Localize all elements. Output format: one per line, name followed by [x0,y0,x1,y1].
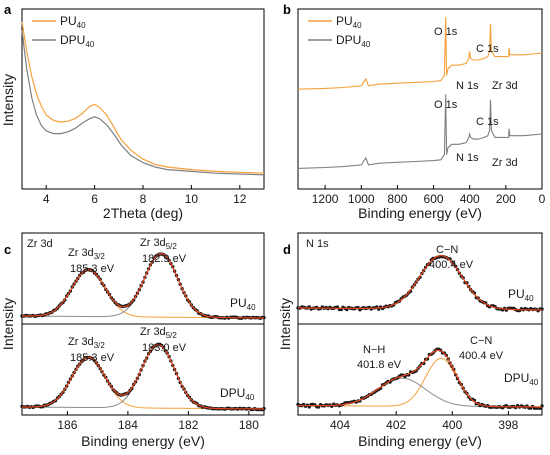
x-tick-label-b: 400 [460,192,480,206]
panel-a-series [21,21,265,176]
d-bot-peak1-label: N−H [363,344,385,356]
ann-c1s-pu: C 1s [476,43,499,55]
x-tick-label-a: 6 [91,192,98,206]
panel-a-ticks: 4 6 8 10 12 [43,185,247,206]
fit-envelope-c [22,252,264,319]
panel-d-ylabel: Intensity [277,298,293,350]
fit-envelope-c [22,343,264,410]
legend-dpu-label: DPU40 [336,33,371,49]
panel-c-xlabel: Binding energy (eV) [81,433,205,449]
d-bot-sample: DPU40 [504,371,539,387]
legend-dpu-label: DPU40 [60,33,95,49]
x-tick-label-d: 402 [386,418,406,432]
c-bot-peak2-value: 183.0 eV [142,342,187,354]
ann-zr3d-dpu: Zr 3d [492,157,518,169]
panel-b: b PU40 DPU40 O 1s C 1s N 1s Zr 3d O 1s C… [283,2,546,221]
x-tick-label-d: 404 [330,418,350,432]
d-top-peak-value: 400.4 eV [429,259,474,271]
series-line-pu40 [297,16,543,90]
panel-b-frame [297,8,543,190]
d-bot-peak2-label: C−N [470,335,492,347]
panel-b-xlabel: Binding energy (eV) [358,205,482,221]
x-tick-label-a: 8 [140,192,147,206]
fit-envelope-d [297,254,543,311]
series-line-dpu40 [21,30,265,176]
c-bot-peak1-label: Zr 3d3/2 [68,336,105,350]
x-tick-label-b: 1000 [348,192,375,206]
ann-zr3d-pu: Zr 3d [492,80,518,92]
panel-c-ylabel: Intensity [0,298,16,350]
panel-c-ticks: 186 184 182 180 [57,411,259,432]
series-line-pu40 [21,21,265,174]
panel-b-ticks: 1200 1000 800 600 400 200 0 [312,185,546,206]
x-tick-label-a: 4 [43,192,50,206]
panel-d-ticks: 404 402 400 398 [330,411,519,432]
panel-a-ylabel: Intensity [0,74,16,126]
x-tick-label-b: 0 [539,192,546,206]
x-tick-label-a: 10 [185,192,199,206]
x-tick-label-c: 186 [57,418,77,432]
x-tick-label-a: 12 [233,192,247,206]
legend-pu-label: PU40 [60,14,86,30]
x-tick-label-c: 182 [178,418,198,432]
panel-c-letter: c [4,242,11,257]
c-bot-peak2-label: Zr 3d5/2 [140,326,177,340]
panel-d-series [296,254,544,410]
d-top-peak-label: C−N [436,244,458,256]
x-tick-label-b: 800 [387,192,407,206]
ann-n1s-pu: N 1s [456,80,479,92]
panel-d-region: N 1s [306,238,329,250]
component-curve-c [22,269,264,319]
panel-c: c Zr 3d Zr 3d3/2 185.3 eV Zr 3d5/2 182.9… [0,232,266,449]
c-top-peak1-label: Zr 3d3/2 [68,247,105,261]
legend-pu-label: PU40 [336,14,362,30]
panel-d-xlabel: Binding energy (eV) [358,433,482,449]
x-tick-label-d: 400 [442,418,462,432]
panel-b-series [297,16,543,169]
x-tick-label-b: 200 [496,192,516,206]
component-curve-d [297,255,543,311]
panel-a: a PU40 DPU40 4 6 8 10 12 2Theta (deg) Intens… [0,2,265,221]
x-tick-label-c: 180 [239,418,259,432]
d-bot-peak1-value: 401.8 eV [357,359,402,371]
x-tick-label-c: 184 [118,418,138,432]
ann-n1s-dpu: N 1s [456,152,479,164]
c-bot-sample: DPU40 [220,386,255,402]
panel-a-xlabel: 2Theta (deg) [103,205,183,221]
ann-o1s-dpu: O 1s [434,99,458,111]
c-bot-peak1-value: 185.3 eV [70,352,115,364]
panel-a-legend: PU40 DPU40 [32,14,95,49]
ann-c1s-dpu: C 1s [476,116,499,128]
panel-c-series [20,252,266,412]
x-tick-label-b: 1200 [312,192,339,206]
panel-b-letter: b [283,2,291,17]
ann-o1s-pu: O 1s [434,26,458,38]
series-line-dpu40 [297,94,543,169]
x-tick-label-b: 600 [424,192,444,206]
d-top-sample: PU40 [508,287,534,303]
c-top-peak2-label: Zr 3d5/2 [140,237,177,251]
panel-d: d N 1s C−N 400.4 eV PU40 N−H 401.8 eV C−… [277,232,544,449]
c-top-peak1-value: 185.3 eV [70,263,115,275]
panel-b-legend: PU40 DPU40 [308,14,371,49]
panel-a-letter: a [4,2,12,17]
d-bot-peak2-value: 400.4 eV [459,350,504,362]
c-top-peak2-value: 182.9 eV [142,253,187,265]
panel-c-region: Zr 3d [27,238,53,250]
x-tick-label-d: 398 [498,418,518,432]
c-top-sample: PU40 [230,296,256,312]
panel-d-letter: d [283,242,291,257]
fit-envelope-d [297,349,542,408]
